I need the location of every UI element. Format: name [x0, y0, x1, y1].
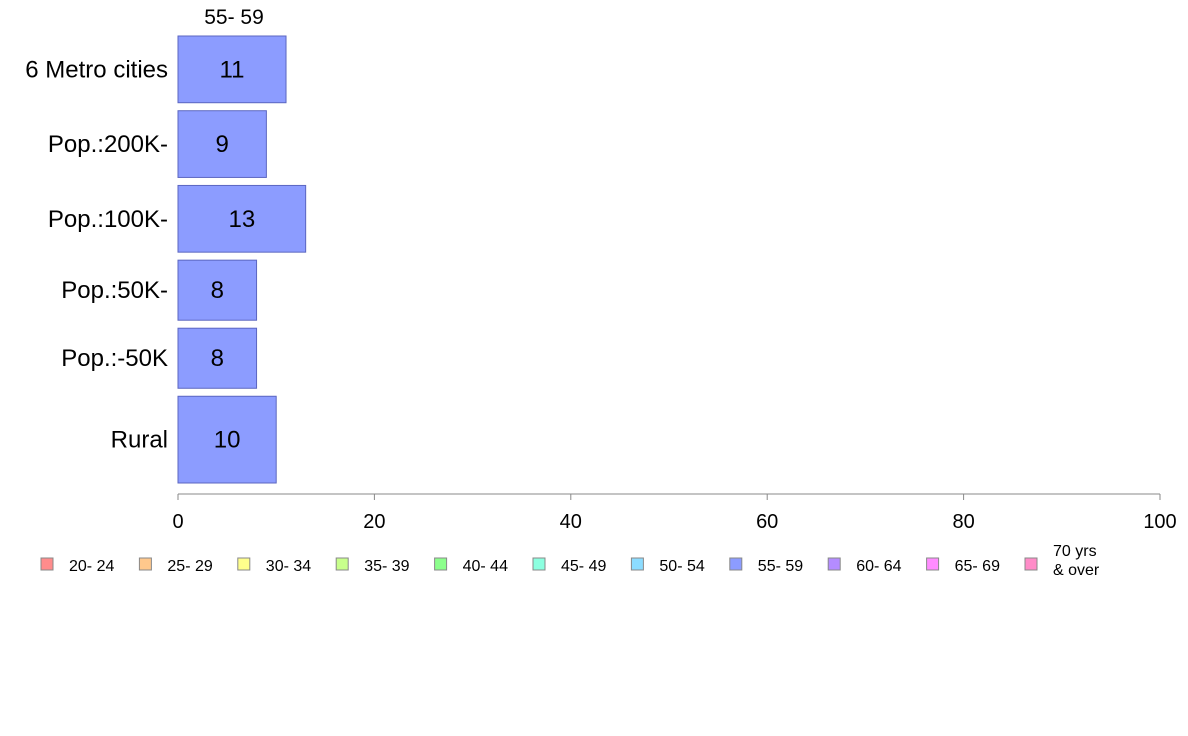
legend-label: 25- 29: [167, 558, 212, 575]
category-label: 6 Metro cities: [25, 56, 168, 83]
legend-swatch: [630, 557, 644, 571]
bar: [177, 35, 287, 104]
bar-value-label: 8: [211, 277, 224, 304]
category-label: Pop.:-50K: [61, 345, 168, 372]
legend-label: 60- 64: [856, 558, 901, 575]
legend-label: 30- 34: [266, 558, 311, 575]
legend-swatch: [335, 557, 349, 571]
legend-label: 45- 49: [561, 558, 606, 575]
bar-value-label: 10: [214, 427, 241, 454]
x-tick-label: 20: [363, 511, 385, 533]
x-tick-label: 100: [1143, 511, 1176, 533]
legend-label: 50- 54: [659, 558, 704, 575]
legend-label: 20- 24: [69, 558, 114, 575]
legend-label: 35- 39: [364, 558, 409, 575]
bar: [177, 110, 267, 178]
bar: [177, 259, 258, 321]
category-label: Pop.:100K-: [48, 206, 168, 233]
category-label: Rural: [111, 427, 168, 454]
legend-swatch: [138, 557, 152, 571]
legend-swatch: [1024, 557, 1038, 571]
legend-swatch: [434, 557, 448, 571]
legend-swatch: [237, 557, 251, 571]
series-title: 55- 59: [204, 6, 264, 29]
legend-swatch: [532, 557, 546, 571]
bar-value-label: 8: [211, 345, 224, 372]
bar: [177, 395, 277, 484]
legend-swatch: [729, 557, 743, 571]
x-tick-label: 80: [952, 511, 974, 533]
legend-label: 70 yrs & over: [1053, 543, 1100, 579]
x-tick-label: 0: [172, 511, 183, 533]
bar-value-label: 11: [220, 56, 245, 83]
legend-swatch: [926, 557, 940, 571]
legend-swatch: [827, 557, 841, 571]
bar: [177, 327, 258, 389]
legend-label: 40- 44: [463, 558, 508, 575]
legend-swatch: [40, 557, 54, 571]
x-tick-label: 60: [756, 511, 778, 533]
x-tick-label: 40: [560, 511, 582, 533]
legend-label: 55- 59: [758, 558, 803, 575]
bar-value-label: 9: [216, 131, 229, 158]
bar: [177, 184, 307, 253]
category-label: Pop.:200K-: [48, 131, 168, 158]
category-label: Pop.:50K-: [61, 277, 168, 304]
legend-label: 65- 69: [955, 558, 1000, 575]
bar-value-label: 13: [228, 206, 255, 233]
